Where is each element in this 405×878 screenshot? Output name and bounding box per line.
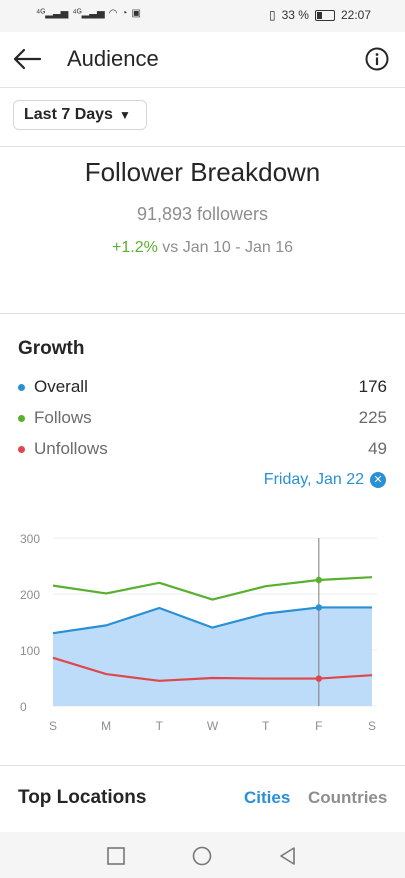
x-tick-label: T <box>156 719 164 733</box>
status-bar: ⁴ᴳ▂▃▅ ⁴ᴳ▂▃▅ ◠ ◔ ▣ ▯ 33 % 22:07 <box>0 0 405 32</box>
info-icon[interactable] <box>365 47 389 71</box>
y-tick-label: 200 <box>20 588 40 602</box>
top-locations-title: Top Locations <box>18 787 147 808</box>
x-tick-label: T <box>262 719 270 733</box>
x-tick-label: W <box>207 719 219 733</box>
point-follows <box>315 576 323 584</box>
point-overall <box>315 604 323 611</box>
vibrate-icon: ▯ <box>269 8 276 22</box>
series-line-follows <box>52 576 373 601</box>
date-range-dropdown[interactable]: Last 7 Days ▼ <box>13 100 147 130</box>
battery-icon <box>314 9 335 21</box>
app-header: Audience <box>0 32 405 88</box>
wifi-icon: ◠ <box>108 8 118 19</box>
growth-chart[interactable]: 0 100 200 300 S M T W T F S <box>0 525 405 740</box>
overall-dot-icon <box>18 383 25 391</box>
follower-count: 91,893 followers <box>136 204 269 224</box>
breakdown-title: Follower Breakdown <box>84 157 321 187</box>
section-divider <box>0 765 405 766</box>
tab-cities[interactable]: Cities <box>244 788 291 807</box>
legend-value: 49 <box>368 439 387 458</box>
selected-date-label: Friday, Jan 22 <box>263 471 364 488</box>
legend-label: Overall <box>34 377 88 396</box>
recent-apps-icon[interactable] <box>106 846 126 866</box>
tab-countries[interactable]: Countries <box>308 788 388 807</box>
legend-follows: Follows 225 <box>18 407 387 429</box>
growth-title: Growth <box>18 338 85 359</box>
follower-change: +1.2% vs Jan 10 - Jan 16 <box>0 239 405 257</box>
close-icon[interactable]: ✕ <box>370 472 386 488</box>
legend-value: 225 <box>358 408 387 427</box>
legend-overall: Overall 176 <box>18 376 387 398</box>
page-title: Audience <box>67 46 159 71</box>
y-tick-label: 300 <box>20 532 40 546</box>
clock: 22:07 <box>340 8 371 22</box>
selected-date[interactable]: Friday, Jan 22 ✕ <box>264 471 386 489</box>
status-right: ▯ 33 % 22:07 <box>269 8 371 22</box>
signal-icon-2: ⁴ᴳ▂▃▅ <box>72 8 105 19</box>
legend-label: Unfollows <box>34 439 108 458</box>
legend-unfollows: Unfollows 49 <box>18 438 387 460</box>
signal-icons: ⁴ᴳ▂▃▅ ⁴ᴳ▂▃▅ ◠ ◔ ▣ <box>36 8 141 19</box>
instagram-icon: ▣ <box>131 8 141 19</box>
chevron-down-icon: ▼ <box>118 108 131 122</box>
alarm-icon: ◔ <box>121 8 128 19</box>
change-period: vs Jan 10 - Jan 16 <box>157 239 293 256</box>
x-tick-label: M <box>101 719 111 733</box>
point-unfollows <box>315 675 323 682</box>
x-tick-label: S <box>368 719 376 733</box>
follows-dot-icon <box>18 414 25 422</box>
signal-icon: ⁴ᴳ▂▃▅ <box>36 8 69 19</box>
back-nav-icon[interactable] <box>278 846 298 866</box>
unfollows-dot-icon <box>18 445 25 453</box>
divider <box>0 146 405 147</box>
x-tick-label: F <box>315 719 322 733</box>
y-tick-label: 100 <box>20 644 40 658</box>
system-nav-bar <box>0 832 405 878</box>
change-percent: +1.2% <box>112 239 158 256</box>
legend-value: 176 <box>358 377 387 396</box>
battery-percent: 33 % <box>281 8 309 22</box>
y-tick-label: 0 <box>20 700 27 714</box>
home-icon[interactable] <box>192 846 212 866</box>
x-tick-label: S <box>49 719 57 733</box>
back-arrow-icon[interactable] <box>12 47 42 71</box>
date-range-label: Last 7 Days <box>24 106 113 123</box>
area-overall <box>53 607 372 706</box>
section-divider <box>0 313 405 314</box>
legend-label: Follows <box>34 408 92 427</box>
